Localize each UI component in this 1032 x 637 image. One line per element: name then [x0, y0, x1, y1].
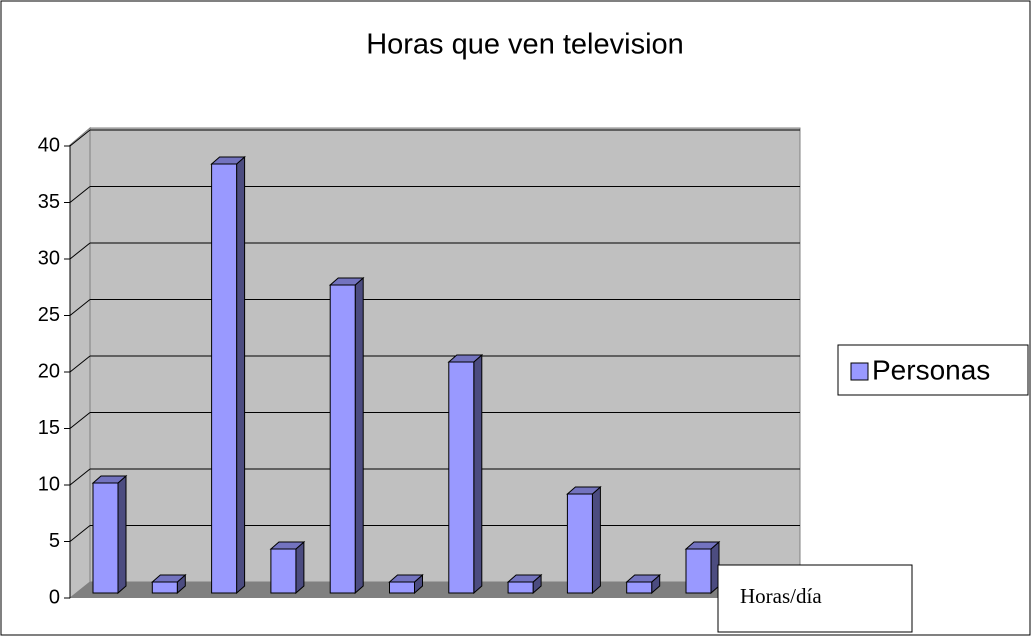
grid-line — [69, 412, 91, 429]
bar-side — [236, 155, 246, 595]
grid-line — [69, 525, 91, 542]
bar — [506, 573, 543, 595]
bar-front — [566, 493, 593, 594]
legend: Personas — [837, 344, 1029, 396]
bar-front — [507, 581, 534, 594]
bar-front — [151, 581, 178, 594]
bar-side — [473, 353, 483, 595]
annotation-box — [717, 564, 913, 633]
bar — [447, 353, 484, 595]
grid-line — [69, 468, 91, 486]
y-tick-label: 35 — [38, 191, 60, 213]
grid-line — [69, 299, 91, 316]
chart-title: Horas que ven television — [366, 29, 684, 61]
legend-label: Personas — [872, 354, 990, 385]
y-tick-label: 10 — [38, 473, 60, 495]
floor — [70, 582, 800, 598]
bar-side — [117, 474, 127, 595]
bar — [388, 573, 424, 595]
legend-swatch — [850, 362, 869, 381]
back-wall — [89, 127, 801, 583]
legend-box — [837, 344, 1029, 396]
bar-front — [92, 482, 119, 594]
bar-front — [389, 581, 415, 594]
y-tick-label: 25 — [38, 304, 60, 326]
bar — [684, 540, 721, 595]
grid-line — [69, 355, 91, 373]
y-tick-label: 20 — [38, 360, 60, 382]
bar — [328, 276, 365, 595]
bar — [269, 540, 306, 595]
bar-front — [626, 581, 653, 594]
bar — [91, 474, 128, 595]
annotation: Horas/día — [740, 584, 822, 608]
bar-side — [295, 540, 305, 595]
bar-front — [270, 548, 297, 594]
y-tick-label: 40 — [38, 134, 60, 156]
bar — [210, 155, 246, 595]
bar-side — [591, 485, 601, 595]
plot: 0 5 10 15 20 25 30 35 40 — [38, 129, 800, 608]
y-tick-label: 30 — [38, 247, 60, 269]
grid-line — [69, 129, 91, 147]
bar — [150, 573, 187, 595]
grid-line — [69, 186, 91, 203]
bar-front — [685, 548, 712, 594]
y-tick-label: 15 — [38, 417, 60, 439]
y-tick-label: 0 — [49, 586, 60, 608]
bar-front — [448, 361, 475, 594]
bar-front — [211, 163, 238, 594]
grid-line — [69, 242, 91, 260]
bar — [625, 573, 662, 595]
bar-side — [354, 276, 364, 595]
y-tick-label: 5 — [49, 530, 60, 552]
bar — [566, 485, 602, 595]
bar-front — [329, 284, 356, 594]
